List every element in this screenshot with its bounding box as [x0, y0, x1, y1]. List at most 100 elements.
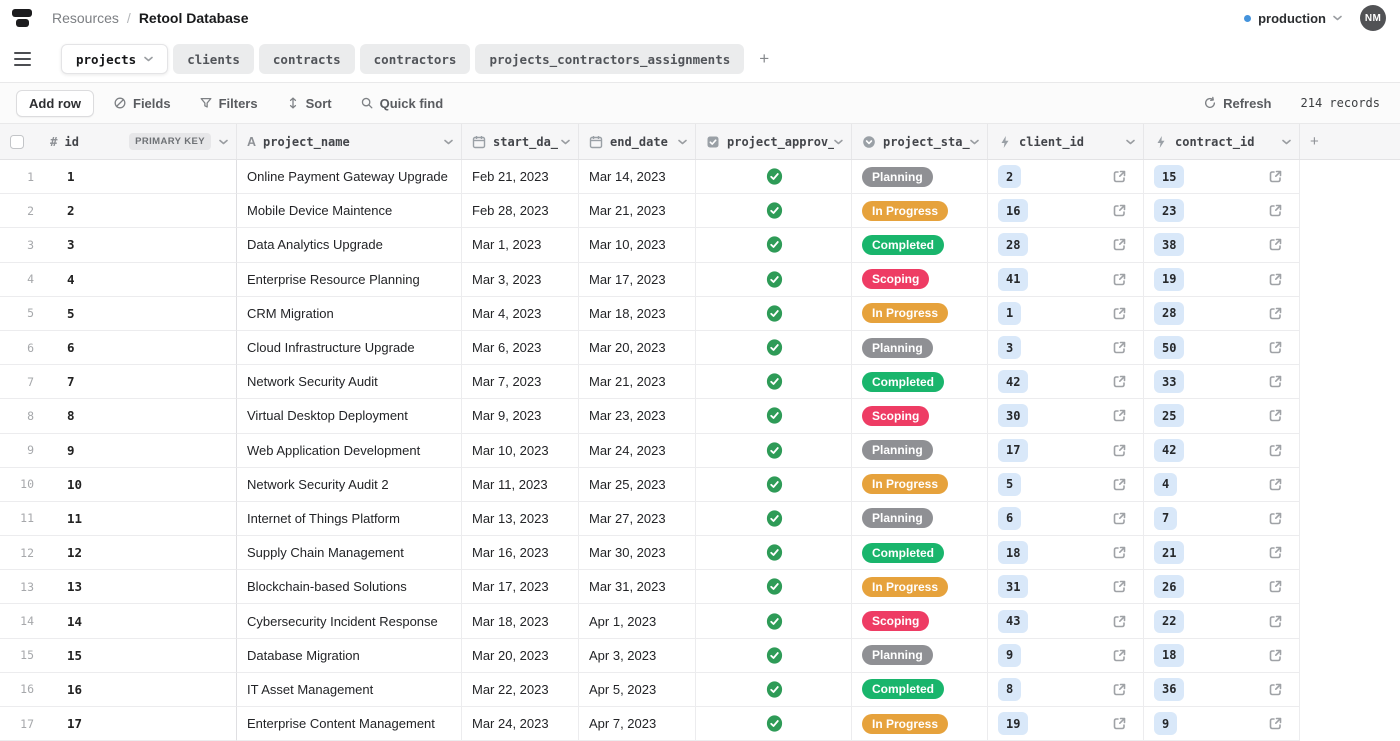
client-id-value[interactable]: 2 [998, 165, 1022, 189]
cell-client-id[interactable]: 41 [988, 262, 1144, 297]
quick-find-button[interactable]: Quick find [351, 91, 453, 116]
column-menu-chevron-icon[interactable] [1282, 139, 1291, 145]
column-header-start-date[interactable]: start_da_ [462, 124, 579, 159]
table-row[interactable]: 12 12 Supply Chain Management Mar 16, 20… [0, 536, 1400, 571]
contract-id-value[interactable]: 36 [1154, 677, 1185, 701]
cell-contract-id[interactable]: 9 [1144, 707, 1300, 741]
cell-contract-id[interactable]: 4 [1144, 467, 1300, 502]
cell-project-stage[interactable]: In Progress [852, 296, 988, 331]
cell-id[interactable]: 7 7 [0, 365, 237, 400]
table-row[interactable]: 15 15 Database Migration Mar 20, 2023 Ap… [0, 638, 1400, 673]
cell-id[interactable]: 17 17 [0, 707, 237, 741]
cell-project-stage[interactable]: Planning [852, 638, 988, 673]
open-record-icon[interactable] [1112, 272, 1127, 287]
avatar[interactable]: NM [1360, 5, 1386, 31]
cell-project-name[interactable]: Internet of Things Platform [237, 501, 462, 537]
cell-project-approved[interactable] [696, 570, 852, 605]
contract-id-value[interactable]: 38 [1154, 233, 1185, 257]
cell-end-date[interactable]: Mar 30, 2023 [579, 536, 696, 571]
contract-id-value[interactable]: 9 [1154, 712, 1178, 736]
open-record-icon[interactable] [1268, 716, 1283, 731]
table-row[interactable]: 6 6 Cloud Infrastructure Upgrade Mar 6, … [0, 330, 1400, 366]
column-header-end-date[interactable]: end_date [579, 124, 696, 159]
retool-logo-icon[interactable] [12, 8, 34, 28]
cell-project-approved[interactable] [696, 467, 852, 502]
cell-end-date[interactable]: Mar 18, 2023 [579, 296, 696, 331]
cell-client-id[interactable]: 42 [988, 365, 1144, 400]
cell-id[interactable]: 16 16 [0, 672, 237, 707]
cell-client-id[interactable]: 6 [988, 501, 1144, 537]
client-id-value[interactable]: 8 [998, 677, 1022, 701]
cell-start-date[interactable]: Mar 6, 2023 [462, 330, 579, 366]
contract-id-value[interactable]: 42 [1154, 438, 1185, 462]
cell-start-date[interactable]: Mar 7, 2023 [462, 365, 579, 400]
cell-id[interactable]: 1 1 [0, 160, 237, 195]
cell-project-name[interactable]: Mobile Device Maintence [237, 194, 462, 229]
cell-contract-id[interactable]: 50 [1144, 330, 1300, 366]
cell-end-date[interactable]: Apr 7, 2023 [579, 707, 696, 741]
open-record-icon[interactable] [1268, 477, 1283, 492]
cell-project-stage[interactable]: In Progress [852, 467, 988, 502]
cell-project-approved[interactable] [696, 638, 852, 673]
cell-project-stage[interactable]: Completed [852, 672, 988, 707]
cell-project-name[interactable]: IT Asset Management [237, 672, 462, 707]
contract-id-value[interactable]: 23 [1154, 199, 1185, 223]
tab-clients[interactable]: clients [173, 44, 254, 74]
cell-client-id[interactable]: 31 [988, 570, 1144, 605]
cell-id[interactable]: 14 14 [0, 604, 237, 639]
cell-project-approved[interactable] [696, 160, 852, 195]
contract-id-value[interactable]: 50 [1154, 336, 1185, 360]
cell-project-name[interactable]: Database Migration [237, 638, 462, 673]
cell-start-date[interactable]: Mar 20, 2023 [462, 638, 579, 673]
column-header-project-approved[interactable]: project_approv_ [696, 124, 852, 159]
open-record-icon[interactable] [1268, 203, 1283, 218]
cell-project-name[interactable]: Online Payment Gateway Upgrade [237, 160, 462, 195]
client-id-value[interactable]: 9 [998, 643, 1022, 667]
cell-id[interactable]: 11 11 [0, 501, 237, 537]
open-record-icon[interactable] [1112, 340, 1127, 355]
cell-end-date[interactable]: Mar 31, 2023 [579, 570, 696, 605]
open-record-icon[interactable] [1112, 648, 1127, 663]
open-record-icon[interactable] [1268, 169, 1283, 184]
cell-project-approved[interactable] [696, 501, 852, 537]
client-id-value[interactable]: 41 [998, 267, 1029, 291]
add-row-button[interactable]: Add row [16, 89, 94, 117]
cell-id[interactable]: 15 15 [0, 638, 237, 673]
contract-id-value[interactable]: 4 [1154, 472, 1178, 496]
add-column-button[interactable]: + [1300, 124, 1400, 159]
client-id-value[interactable]: 6 [998, 506, 1022, 530]
contract-id-value[interactable]: 18 [1154, 643, 1185, 667]
open-record-icon[interactable] [1112, 545, 1127, 560]
cell-project-stage[interactable]: Planning [852, 160, 988, 195]
cell-client-id[interactable]: 16 [988, 194, 1144, 229]
table-row[interactable]: 17 17 Enterprise Content Management Mar … [0, 707, 1400, 741]
open-record-icon[interactable] [1268, 614, 1283, 629]
open-record-icon[interactable] [1268, 682, 1283, 697]
cell-project-approved[interactable] [696, 536, 852, 571]
cell-client-id[interactable]: 3 [988, 330, 1144, 366]
client-id-value[interactable]: 5 [998, 472, 1022, 496]
cell-client-id[interactable]: 43 [988, 604, 1144, 639]
contract-id-value[interactable]: 7 [1154, 506, 1178, 530]
cell-contract-id[interactable]: 26 [1144, 570, 1300, 605]
cell-project-name[interactable]: Supply Chain Management [237, 536, 462, 571]
cell-project-name[interactable]: Cloud Infrastructure Upgrade [237, 330, 462, 366]
cell-project-name[interactable]: Cybersecurity Incident Response [237, 604, 462, 639]
cell-start-date[interactable]: Mar 4, 2023 [462, 296, 579, 331]
client-id-value[interactable]: 31 [998, 575, 1029, 599]
cell-project-name[interactable]: Web Application Development [237, 433, 462, 468]
environment-selector[interactable]: production [1244, 11, 1342, 26]
cell-project-stage[interactable]: Planning [852, 330, 988, 366]
sidebar-toggle-button[interactable] [14, 45, 44, 73]
table-row[interactable]: 2 2 Mobile Device Maintence Feb 28, 2023… [0, 194, 1400, 229]
cell-end-date[interactable]: Mar 21, 2023 [579, 194, 696, 229]
cell-project-approved[interactable] [696, 433, 852, 468]
table-row[interactable]: 3 3 Data Analytics Upgrade Mar 1, 2023 M… [0, 228, 1400, 263]
column-menu-chevron-icon[interactable] [970, 139, 979, 145]
open-record-icon[interactable] [1268, 443, 1283, 458]
column-header-client-id[interactable]: client_id [988, 124, 1144, 159]
client-id-value[interactable]: 19 [998, 712, 1029, 736]
cell-contract-id[interactable]: 7 [1144, 501, 1300, 537]
add-table-button[interactable]: + [759, 49, 770, 68]
cell-end-date[interactable]: Mar 10, 2023 [579, 228, 696, 263]
